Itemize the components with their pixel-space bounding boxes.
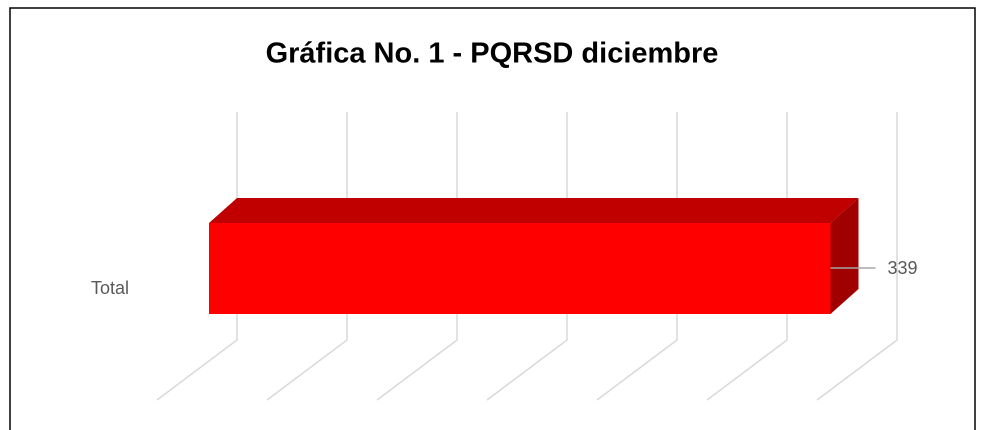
bar — [209, 223, 831, 314]
grid-line — [486, 112, 568, 401]
grid-line — [376, 112, 458, 401]
grid-line — [156, 112, 238, 401]
bar-side — [830, 198, 859, 314]
grid-line — [266, 112, 348, 401]
grid-line — [706, 112, 788, 401]
y-tick-label: Total — [91, 278, 129, 298]
grid-line — [596, 112, 678, 401]
data-label: 339 — [888, 258, 918, 278]
grid-line — [816, 112, 898, 401]
chart-title: Gráfica No. 1 - PQRSD diciembre — [266, 38, 719, 70]
bar-top — [209, 198, 859, 223]
